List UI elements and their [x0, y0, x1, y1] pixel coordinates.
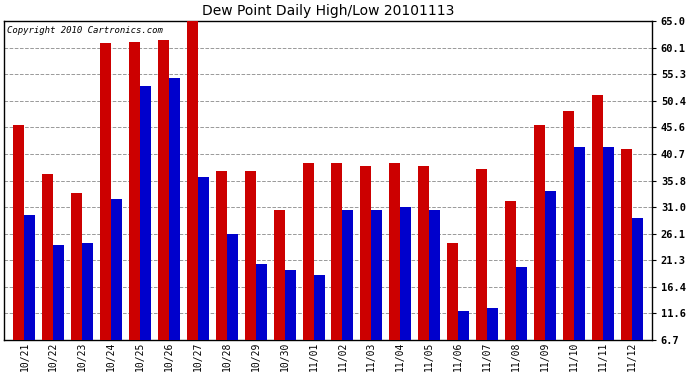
Bar [563, 111, 574, 340]
Bar [516, 267, 527, 340]
Bar [111, 199, 122, 340]
Bar [591, 94, 602, 340]
Bar [476, 169, 487, 340]
Bar [389, 163, 400, 340]
Bar [342, 210, 353, 340]
Bar [187, 21, 198, 340]
Bar [13, 125, 24, 340]
Bar [42, 174, 53, 340]
Bar [169, 78, 180, 340]
Bar [371, 210, 382, 340]
Bar [82, 243, 93, 340]
Bar [216, 171, 227, 340]
Bar [545, 190, 556, 340]
Bar [360, 166, 371, 340]
Bar [129, 42, 140, 340]
Bar [313, 275, 324, 340]
Bar [256, 264, 267, 340]
Bar [574, 147, 584, 340]
Bar [100, 43, 111, 340]
Bar [487, 308, 498, 340]
Text: Copyright 2010 Cartronics.com: Copyright 2010 Cartronics.com [8, 26, 164, 34]
Bar [429, 210, 440, 340]
Bar [274, 210, 284, 340]
Bar [631, 218, 642, 340]
Title: Dew Point Daily High/Low 20101113: Dew Point Daily High/Low 20101113 [201, 4, 454, 18]
Bar [245, 171, 256, 340]
Bar [198, 177, 209, 340]
Bar [602, 147, 613, 340]
Bar [158, 40, 169, 340]
Bar [140, 87, 151, 340]
Bar [505, 201, 516, 340]
Bar [227, 234, 238, 340]
Bar [284, 270, 295, 340]
Bar [620, 150, 631, 340]
Bar [24, 215, 35, 340]
Bar [418, 166, 429, 340]
Bar [53, 245, 64, 340]
Bar [447, 243, 458, 340]
Bar [71, 193, 82, 340]
Bar [302, 163, 313, 340]
Bar [458, 311, 469, 340]
Bar [534, 125, 545, 340]
Bar [400, 207, 411, 340]
Bar [331, 163, 342, 340]
